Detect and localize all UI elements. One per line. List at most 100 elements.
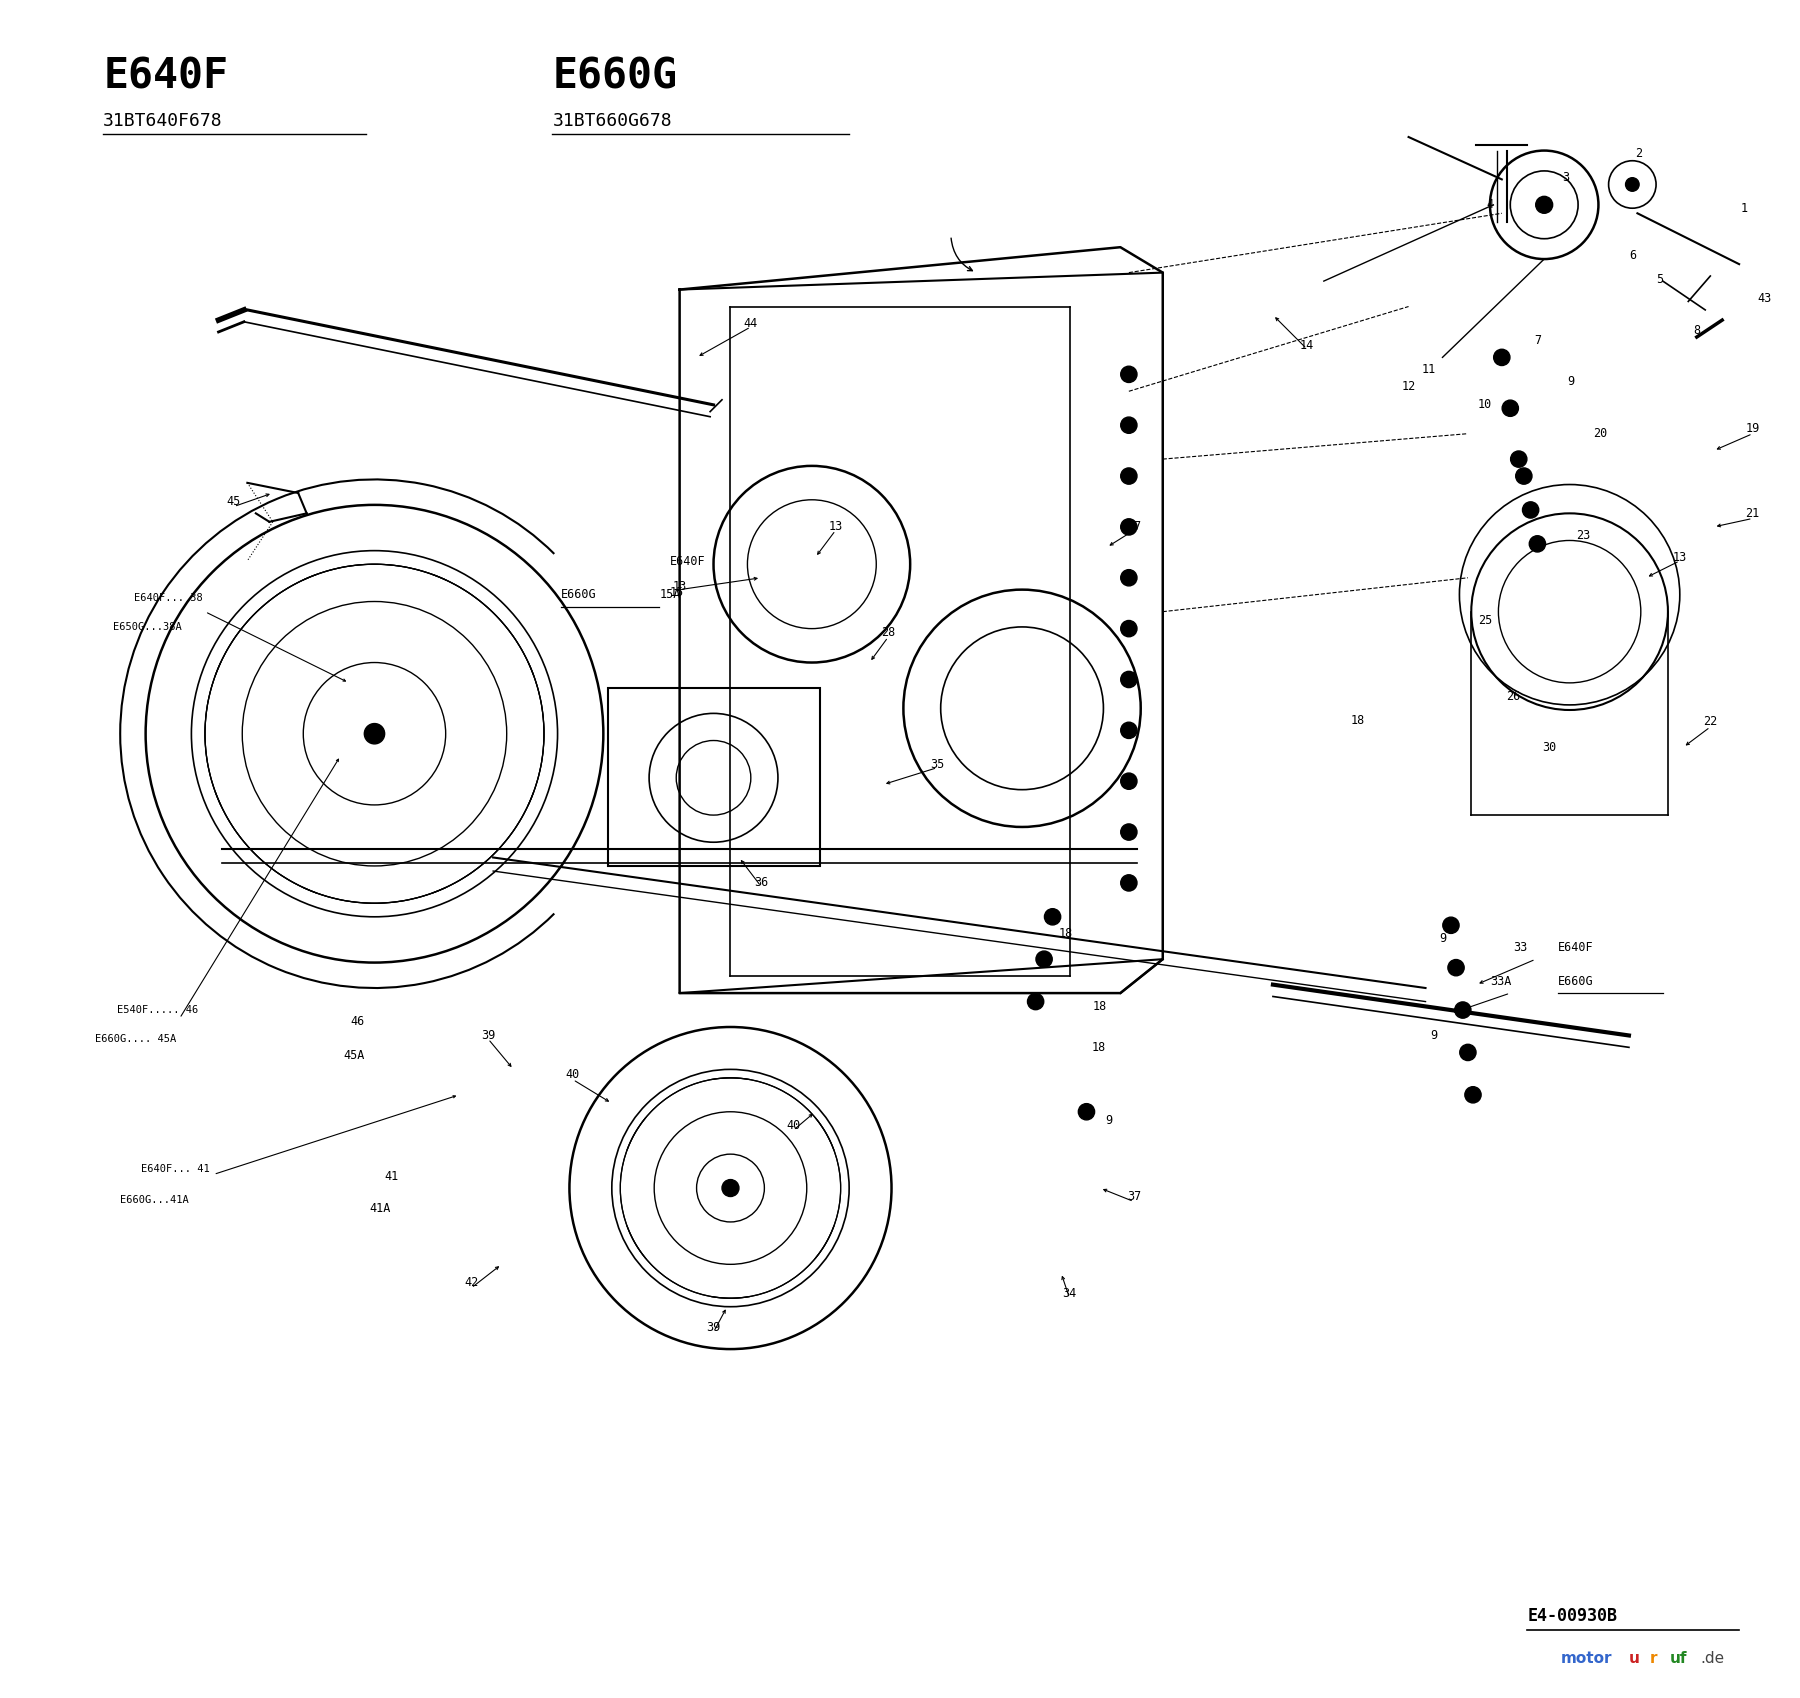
Text: 45: 45 <box>227 496 241 508</box>
Text: 19: 19 <box>1746 423 1760 435</box>
Text: 44: 44 <box>743 318 758 329</box>
Circle shape <box>1454 1002 1471 1019</box>
Text: 4: 4 <box>1487 199 1494 211</box>
Text: 3: 3 <box>1562 171 1570 183</box>
Circle shape <box>1121 469 1138 484</box>
Text: 1: 1 <box>1741 202 1748 214</box>
Text: 9: 9 <box>1568 375 1575 387</box>
Circle shape <box>1121 569 1138 586</box>
Text: 42: 42 <box>464 1277 479 1289</box>
Text: 13: 13 <box>828 520 842 533</box>
Circle shape <box>1494 350 1510 365</box>
Text: 27: 27 <box>1127 520 1141 533</box>
Text: 6: 6 <box>1629 250 1636 261</box>
Text: E640F: E640F <box>670 555 706 567</box>
Circle shape <box>1121 824 1138 841</box>
Text: 33: 33 <box>1514 941 1528 954</box>
Text: 18: 18 <box>1093 1000 1107 1014</box>
Text: u: u <box>1629 1650 1640 1666</box>
Circle shape <box>1447 959 1463 976</box>
Circle shape <box>1121 671 1138 688</box>
Text: 40: 40 <box>565 1068 580 1082</box>
Text: 36: 36 <box>754 876 769 890</box>
Text: .de: .de <box>1701 1650 1724 1666</box>
Text: 5: 5 <box>1656 273 1663 285</box>
Circle shape <box>1121 520 1138 535</box>
Text: 9: 9 <box>1431 1029 1438 1043</box>
Text: r: r <box>1649 1650 1656 1666</box>
Text: 41: 41 <box>385 1170 398 1184</box>
Circle shape <box>722 1180 740 1197</box>
Text: E640F: E640F <box>103 56 229 98</box>
Text: 13: 13 <box>673 579 688 593</box>
Text: 41A: 41A <box>369 1202 391 1214</box>
Text: E640F... 41: E640F... 41 <box>140 1165 209 1175</box>
Circle shape <box>1516 469 1532 484</box>
Text: E660G...41A: E660G...41A <box>121 1195 189 1206</box>
Circle shape <box>1444 917 1460 934</box>
Text: 30: 30 <box>1543 740 1557 754</box>
Text: E650G...38A: E650G...38A <box>113 621 182 632</box>
Text: 35: 35 <box>931 757 945 771</box>
Text: 2: 2 <box>1636 148 1643 160</box>
Text: 34: 34 <box>1062 1287 1076 1299</box>
Text: 11: 11 <box>1422 363 1436 375</box>
Text: 26: 26 <box>1507 689 1521 703</box>
Text: 15A: 15A <box>659 589 680 601</box>
Circle shape <box>1121 773 1138 790</box>
Text: 10: 10 <box>1478 399 1492 411</box>
Text: 22: 22 <box>1703 715 1717 728</box>
Circle shape <box>1121 620 1138 637</box>
Text: E660G: E660G <box>562 589 596 601</box>
Text: 9: 9 <box>1438 932 1445 946</box>
Circle shape <box>1465 1087 1481 1104</box>
Text: 8: 8 <box>1694 324 1701 336</box>
Text: 20: 20 <box>1593 428 1607 440</box>
Circle shape <box>1510 452 1526 467</box>
Text: 43: 43 <box>1757 292 1771 304</box>
Circle shape <box>1523 503 1539 518</box>
Text: 7: 7 <box>1534 335 1541 346</box>
Text: E660G.... 45A: E660G.... 45A <box>95 1034 176 1044</box>
Text: uf: uf <box>1670 1650 1687 1666</box>
Text: motor: motor <box>1561 1650 1613 1666</box>
Text: 31BT660G678: 31BT660G678 <box>553 112 671 129</box>
Text: 28: 28 <box>880 625 895 638</box>
Text: 18: 18 <box>1350 713 1364 727</box>
Circle shape <box>1044 908 1060 925</box>
Text: 33A: 33A <box>1490 975 1512 988</box>
Text: 12: 12 <box>1402 380 1415 392</box>
Text: 15: 15 <box>670 586 684 599</box>
Text: 9: 9 <box>1105 1114 1112 1127</box>
Circle shape <box>1121 418 1138 433</box>
Text: 13: 13 <box>1672 550 1687 564</box>
Text: 23: 23 <box>1577 528 1589 542</box>
Text: 46: 46 <box>351 1015 365 1029</box>
Text: E640F... 38: E640F... 38 <box>133 593 203 603</box>
Text: E660G: E660G <box>1557 975 1593 988</box>
Circle shape <box>1530 537 1546 552</box>
Text: 45A: 45A <box>344 1049 365 1063</box>
Text: 39: 39 <box>481 1029 495 1043</box>
Text: 21: 21 <box>1746 506 1760 520</box>
Text: 18: 18 <box>1091 1041 1105 1054</box>
Circle shape <box>1503 401 1519 416</box>
Circle shape <box>1460 1044 1476 1061</box>
Text: 40: 40 <box>787 1119 801 1133</box>
Circle shape <box>1625 178 1640 192</box>
Text: E4-00930B: E4-00930B <box>1526 1608 1616 1625</box>
Text: 25: 25 <box>1478 613 1492 627</box>
Text: 14: 14 <box>1300 340 1314 351</box>
Text: E540F..... 46: E540F..... 46 <box>117 1005 198 1015</box>
Bar <box>608 688 821 866</box>
Circle shape <box>1121 722 1138 739</box>
Text: 39: 39 <box>706 1321 720 1333</box>
Circle shape <box>1028 993 1044 1010</box>
Text: E660G: E660G <box>553 56 677 98</box>
Circle shape <box>364 723 385 744</box>
Circle shape <box>1535 197 1553 214</box>
Circle shape <box>1078 1104 1094 1121</box>
Circle shape <box>1121 874 1138 891</box>
Text: E640F: E640F <box>1557 941 1593 954</box>
Text: 31BT640F678: 31BT640F678 <box>103 112 223 129</box>
